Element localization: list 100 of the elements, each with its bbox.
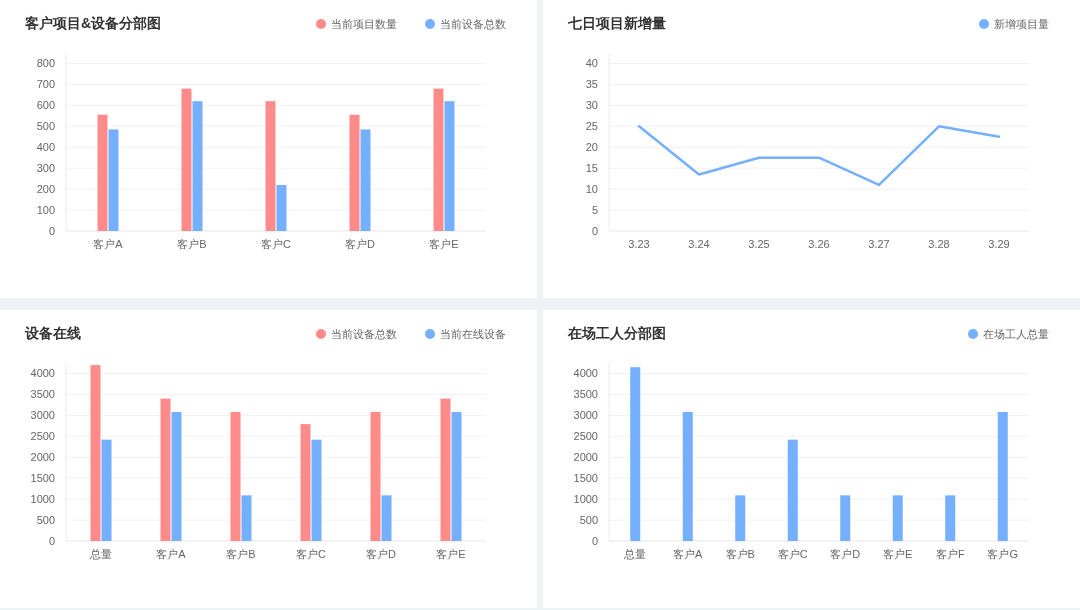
- x-tick-label: 客户A: [673, 548, 704, 560]
- x-tick-label: 3.26: [808, 238, 830, 250]
- y-tick-label: 40: [585, 57, 598, 70]
- line-series: [637, 125, 1001, 187]
- y-tick-label: 500: [36, 514, 55, 527]
- y-tick-label: 0: [48, 225, 55, 237]
- y-tick-label: 2500: [573, 430, 598, 443]
- bar: [160, 398, 171, 541]
- x-tick-label: 3.23: [628, 238, 650, 250]
- x-tick-label: 客户D: [366, 548, 397, 560]
- x-tick-label: 客户C: [261, 238, 292, 250]
- bar: [840, 495, 851, 541]
- bar: [381, 495, 392, 541]
- x-tick-label: 客户B: [226, 548, 256, 560]
- y-tick-label: 5: [591, 204, 598, 217]
- chart-title: 客户项目&设备分部图: [24, 15, 162, 31]
- bar: [892, 495, 903, 541]
- x-tick-label: 客户D: [830, 548, 861, 560]
- x-tick-label: 客户D: [345, 238, 376, 250]
- y-tick-label: 1500: [573, 472, 598, 485]
- x-tick-label: 客户C: [296, 548, 327, 560]
- chart-title: 七日项目新增量: [567, 15, 666, 31]
- y-tick-label: 700: [36, 78, 55, 91]
- y-tick-label: 35: [585, 78, 598, 91]
- y-tick-label: 10: [585, 183, 598, 196]
- legend-label: 当前设备总数: [440, 18, 506, 30]
- legend-label: 当前在线设备: [440, 328, 506, 340]
- bar: [370, 412, 381, 541]
- y-tick-label: 2000: [30, 451, 55, 464]
- y-tick-label: 500: [579, 514, 598, 527]
- x-tick-label: 客户E: [436, 548, 466, 560]
- y-tick-label: 3500: [573, 388, 598, 401]
- bar: [444, 101, 455, 231]
- y-tick-label: 25: [585, 120, 598, 133]
- x-tick-label: 3.29: [988, 238, 1010, 250]
- x-tick-label: 客户F: [935, 548, 965, 560]
- bar: [360, 129, 371, 231]
- x-tick-label: 总量: [623, 548, 647, 560]
- x-tick-label: 客户G: [987, 548, 1019, 560]
- y-tick-label: 2000: [573, 451, 598, 464]
- y-tick-label: 1000: [573, 493, 598, 506]
- legend-label: 当前设备总数: [331, 328, 397, 340]
- x-tick-label: 客户A: [156, 548, 187, 560]
- bar: [787, 439, 798, 541]
- y-tick-label: 4000: [30, 367, 55, 380]
- bar: [735, 495, 746, 541]
- x-tick-label: 总量: [89, 548, 112, 560]
- x-tick-label: 客户B: [725, 548, 755, 560]
- x-tick-label: 3.24: [688, 238, 710, 250]
- bar: [101, 439, 112, 541]
- bar: [300, 424, 311, 541]
- y-tick-label: 1000: [30, 493, 55, 506]
- y-tick-label: 4000: [573, 367, 598, 380]
- bar: [311, 439, 322, 541]
- y-tick-label: 3000: [30, 409, 55, 422]
- y-tick-label: 500: [36, 120, 55, 133]
- x-tick-label: 3.25: [748, 238, 770, 250]
- bar: [90, 365, 101, 541]
- x-tick-label: 客户E: [883, 548, 913, 560]
- bar: [276, 184, 287, 231]
- y-tick-label: 0: [48, 535, 55, 547]
- bar: [349, 114, 360, 231]
- bar: [171, 412, 182, 541]
- y-tick-label: 100: [36, 204, 55, 217]
- chart-title: 在场工人分部图: [567, 325, 666, 341]
- x-tick-label: 客户A: [93, 238, 124, 250]
- chart-title: 设备在线: [24, 325, 81, 341]
- y-tick-label: 1500: [30, 472, 55, 485]
- x-tick-label: 3.28: [928, 238, 950, 250]
- bar: [440, 398, 451, 541]
- x-tick-label: 客户E: [429, 238, 459, 250]
- bar: [630, 367, 641, 541]
- legend-label: 新增项目量: [994, 18, 1049, 30]
- y-tick-label: 600: [36, 99, 55, 112]
- y-tick-label: 0: [591, 225, 598, 237]
- bar: [108, 129, 119, 231]
- bar: [433, 88, 444, 231]
- bar: [97, 114, 108, 231]
- bar: [192, 101, 203, 231]
- bar: [230, 412, 241, 541]
- legend-label: 当前项目数量: [331, 18, 397, 30]
- x-tick-label: 客户C: [777, 548, 808, 560]
- x-tick-label: 3.27: [868, 238, 890, 250]
- y-tick-label: 200: [36, 183, 55, 196]
- y-tick-label: 20: [585, 141, 598, 154]
- bar: [997, 412, 1008, 541]
- y-tick-label: 3500: [30, 388, 55, 401]
- y-tick-label: 3000: [573, 409, 598, 422]
- x-tick-label: 客户B: [177, 238, 207, 250]
- bar: [682, 412, 693, 541]
- y-tick-label: 400: [36, 141, 55, 154]
- y-tick-label: 800: [36, 57, 55, 70]
- bar: [181, 88, 192, 231]
- bar: [241, 495, 252, 541]
- bar: [945, 495, 956, 541]
- y-tick-label: 300: [36, 162, 55, 175]
- legend-label: 在场工人总量: [983, 328, 1049, 340]
- y-tick-label: 30: [585, 99, 598, 112]
- bar: [265, 101, 276, 231]
- y-tick-label: 2500: [30, 430, 55, 443]
